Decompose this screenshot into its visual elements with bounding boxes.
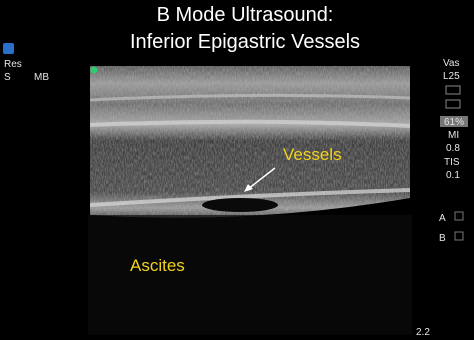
label: MB [34, 72, 49, 83]
label: S [4, 72, 11, 83]
value: 0.8 [446, 143, 460, 154]
power-box [440, 116, 468, 127]
value: 0.1 [446, 170, 460, 181]
label: Vas [443, 58, 460, 69]
annotation: Vessels [283, 145, 342, 164]
icon [445, 85, 461, 95]
label: L25 [443, 71, 460, 82]
arrow-head [244, 184, 253, 192]
title-line: B Mode Ultrasound: [157, 4, 334, 26]
label: Res [4, 59, 22, 70]
label: MI [448, 130, 459, 141]
icon [454, 211, 464, 221]
icon [3, 43, 14, 54]
icon [445, 99, 461, 109]
arrow [247, 167, 276, 190]
label: B [439, 233, 446, 244]
ultrasound-image [90, 66, 410, 218]
label: A [439, 213, 446, 224]
title-line: Inferior Epigastric Vessels [130, 31, 360, 53]
label: TIS [444, 157, 460, 168]
far-field [88, 215, 412, 335]
annotation: Ascites [130, 256, 185, 275]
label: 2.2 [416, 327, 430, 338]
label: 61% [444, 117, 464, 128]
orientation-dot [90, 66, 98, 74]
icon [454, 231, 464, 241]
